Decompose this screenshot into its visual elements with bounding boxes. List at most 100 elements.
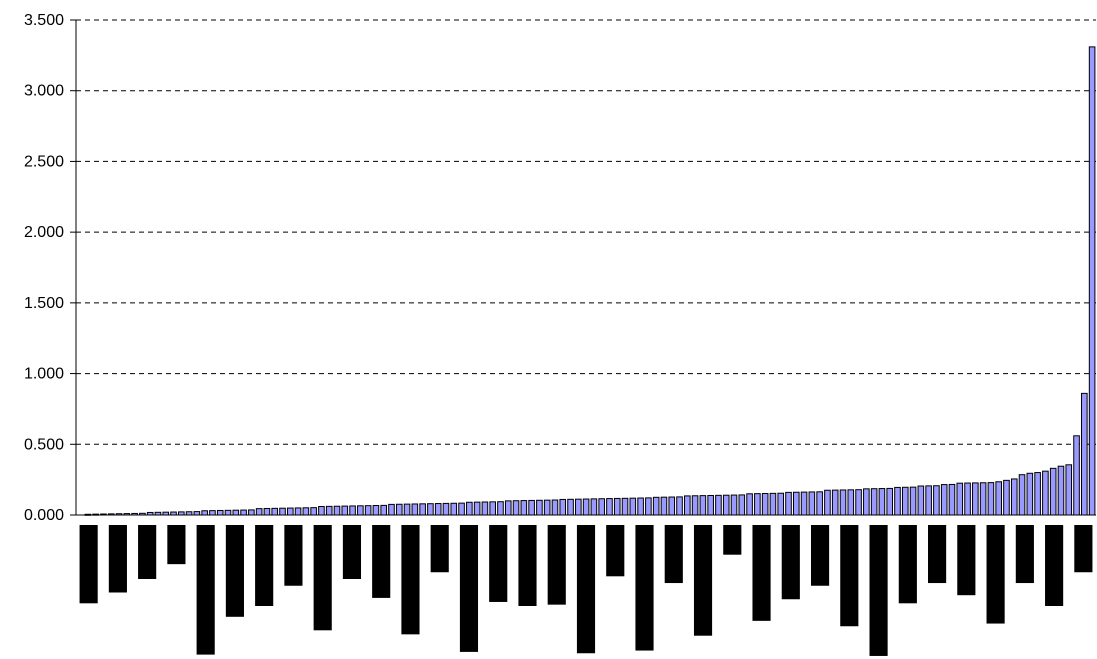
y-tick-label-7: 3.500 — [24, 12, 64, 29]
bar-36 — [364, 505, 372, 516]
bar-39 — [388, 503, 395, 516]
bar-115 — [979, 482, 987, 516]
bar-129 — [1088, 46, 1096, 516]
bar-92 — [800, 491, 808, 516]
lower-bar-20 — [664, 525, 683, 584]
bar-125 — [1057, 465, 1065, 516]
lower-bar-0 — [79, 525, 98, 604]
lower-bar-22 — [723, 525, 742, 555]
lower-bar-24 — [781, 525, 800, 600]
lower-bar-30 — [957, 525, 976, 596]
lower-bar-9 — [342, 525, 362, 579]
bar-69 — [621, 497, 629, 516]
bar-21 — [248, 509, 255, 516]
bar-111 — [948, 483, 956, 516]
bar-32 — [333, 505, 341, 516]
bar-63 — [575, 498, 582, 516]
lower-bars — [79, 525, 1093, 656]
bar-85 — [746, 493, 753, 516]
bar-58 — [536, 499, 543, 516]
lower-bar-14 — [489, 525, 508, 602]
bar-78 — [691, 495, 699, 516]
bar-44 — [427, 503, 434, 516]
bar-102 — [878, 488, 886, 516]
bar-48 — [458, 502, 465, 516]
bar-67 — [606, 498, 613, 516]
bar-66 — [598, 498, 605, 516]
bar-90 — [785, 491, 792, 516]
bar-25 — [279, 507, 286, 516]
lower-bar-31 — [986, 525, 1005, 624]
bar-51 — [481, 501, 489, 516]
bar-49 — [466, 501, 473, 516]
bar-17 — [216, 509, 224, 516]
bar-20 — [240, 509, 247, 516]
lower-bar-6 — [255, 525, 274, 606]
y-tick-label-3: 1.500 — [24, 295, 64, 312]
bar-107 — [917, 485, 925, 516]
bar-101 — [870, 488, 878, 516]
lower-bar-33 — [1045, 525, 1064, 606]
bar-93 — [808, 491, 816, 516]
bar-24 — [271, 507, 279, 516]
bar-59 — [543, 499, 551, 516]
bar-70 — [629, 497, 637, 516]
bar-126 — [1065, 464, 1073, 516]
lower-bar-34 — [1074, 525, 1093, 573]
gridlines — [70, 19, 1096, 516]
bar-23 — [263, 507, 271, 516]
bar-114 — [972, 482, 979, 516]
bar-104 — [894, 486, 901, 516]
bar-19 — [232, 509, 240, 516]
bar-128 — [1081, 392, 1088, 516]
bar-91 — [792, 491, 800, 516]
lower-bar-2 — [138, 525, 157, 579]
bar-95 — [824, 489, 831, 516]
bar-16 — [209, 510, 216, 516]
bar-41 — [403, 503, 411, 516]
bar-28 — [302, 507, 310, 516]
bar-100 — [863, 488, 870, 516]
bar-45 — [434, 503, 442, 516]
y-tick-label-1: 0.500 — [24, 436, 64, 453]
bar-89 — [777, 492, 785, 516]
bar-64 — [582, 498, 590, 516]
bar-18 — [224, 509, 232, 516]
bar-74 — [660, 496, 668, 516]
bar-61 — [559, 498, 567, 516]
bar-42 — [411, 503, 419, 516]
bar-119 — [1010, 478, 1018, 516]
bar-121 — [1026, 472, 1034, 516]
y-tick-label-0: 0.000 — [24, 507, 64, 524]
lower-bar-27 — [869, 525, 888, 656]
lower-bar-26 — [840, 525, 859, 627]
lower-bar-29 — [928, 525, 947, 584]
bar-79 — [699, 495, 707, 516]
bar-98 — [847, 489, 855, 516]
bar-123 — [1042, 470, 1049, 516]
bar-88 — [769, 492, 777, 516]
bar-54 — [504, 500, 512, 516]
bar-109 — [933, 485, 940, 516]
bar-83 — [730, 494, 738, 516]
bar-38 — [380, 504, 388, 516]
y-tick-label-6: 3.000 — [24, 83, 64, 100]
lower-bar-18 — [606, 525, 625, 577]
lower-bar-1 — [108, 525, 127, 593]
bar-53 — [497, 501, 504, 516]
upper-bars — [84, 46, 1096, 516]
bar-40 — [395, 503, 403, 516]
bar-65 — [590, 498, 598, 516]
bar-43 — [419, 503, 426, 516]
bar-87 — [761, 493, 769, 516]
bar-81 — [715, 494, 722, 516]
bar-26 — [286, 507, 294, 516]
bar-105 — [901, 486, 909, 516]
bar-106 — [909, 486, 917, 516]
bar-117 — [995, 481, 1002, 516]
bar-112 — [956, 482, 964, 516]
bar-108 — [925, 485, 932, 516]
bar-50 — [473, 501, 481, 516]
